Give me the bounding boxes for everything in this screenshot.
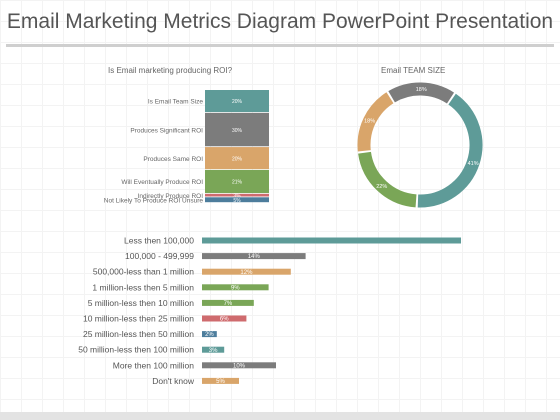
roi-category-label: Not Likely To Produce ROI Unsure: [104, 197, 204, 204]
size-bar-value: 7%: [224, 301, 233, 307]
size-category-label: More then 100 million: [113, 360, 195, 370]
title-divider: [6, 44, 554, 47]
roi-segment: [205, 112, 269, 147]
size-bar: [202, 377, 239, 384]
size-bar: [202, 346, 225, 353]
roi-category-label: Indirectly Produce ROI: [138, 193, 204, 200]
donut-slice: [357, 92, 394, 152]
footer-band: [0, 412, 560, 420]
roi-segment: [205, 193, 269, 197]
donut-slice-value: 18%: [416, 87, 427, 93]
size-bar: [202, 331, 217, 338]
size-bar: [202, 268, 291, 275]
roi-segment: [205, 197, 269, 203]
roi-category-label: Will Eventually Produce ROI: [121, 179, 203, 186]
size-bar: [202, 315, 247, 322]
roi-category-label: Produces Significant ROI: [130, 127, 203, 134]
roi-segment-value: 20%: [232, 156, 243, 162]
size-category-label: 1 million-less then 5 million: [92, 282, 194, 292]
size-category-label: 5 million-less then 10 million: [88, 298, 195, 308]
size-bar: [202, 284, 269, 291]
roi-segment: [205, 90, 269, 113]
size-bar-value: 12%: [240, 270, 253, 276]
size-category-label: Less then 100,000: [124, 236, 194, 246]
size-bar-value: 9%: [231, 285, 240, 291]
size-category-label: Don't know: [152, 376, 195, 386]
size-bar-value: 3%: [209, 348, 218, 354]
size-bar-value: 6%: [220, 317, 229, 323]
size-category-label: 100,000 - 499,999: [125, 251, 194, 261]
donut-slice: [388, 82, 455, 104]
size-bar: [202, 299, 254, 306]
size-bar: [202, 253, 306, 260]
donut-slice-value: 18%: [364, 119, 375, 125]
size-bar: [202, 362, 276, 369]
size-category-label: 50 million-less then 100 million: [78, 345, 194, 355]
stacked-chart-title: Is Email marketing producing ROI?: [108, 66, 233, 75]
size-category-label: 500,000-less than 1 million: [93, 267, 194, 277]
roi-segment: [205, 147, 269, 170]
roi-segment-value: 30%: [232, 128, 243, 134]
size-bar-value: 14%: [248, 254, 261, 260]
size-bar-value: 5%: [216, 379, 225, 385]
size-category-label: 10 million-less then 25 million: [83, 314, 194, 324]
roi-segment-value: 3%: [233, 193, 241, 199]
size-bar-value: 10%: [233, 363, 246, 369]
donut-slice: [358, 151, 417, 208]
donut-chart-title: Email TEAM SIZE: [381, 66, 446, 75]
roi-segment: [205, 169, 269, 194]
donut-slice-value: 22%: [376, 184, 387, 190]
roi-segment-value: 21%: [232, 180, 243, 186]
roi-category-label: Is Email Team Size: [148, 99, 204, 106]
size-bar-value: 2%: [205, 332, 214, 338]
roi-segment-value: 5%: [233, 198, 241, 204]
size-category-label: 25 million-less then 50 million: [83, 329, 194, 339]
roi-segment-value: 20%: [232, 99, 243, 105]
page-title: Email Marketing Metrics Diagram PowerPoi…: [6, 10, 554, 33]
roi-category-label: Produces Same ROI: [143, 156, 203, 163]
donut-slice-value: 41%: [468, 161, 479, 167]
size-bar: [202, 237, 461, 244]
donut-slice: [417, 93, 483, 208]
